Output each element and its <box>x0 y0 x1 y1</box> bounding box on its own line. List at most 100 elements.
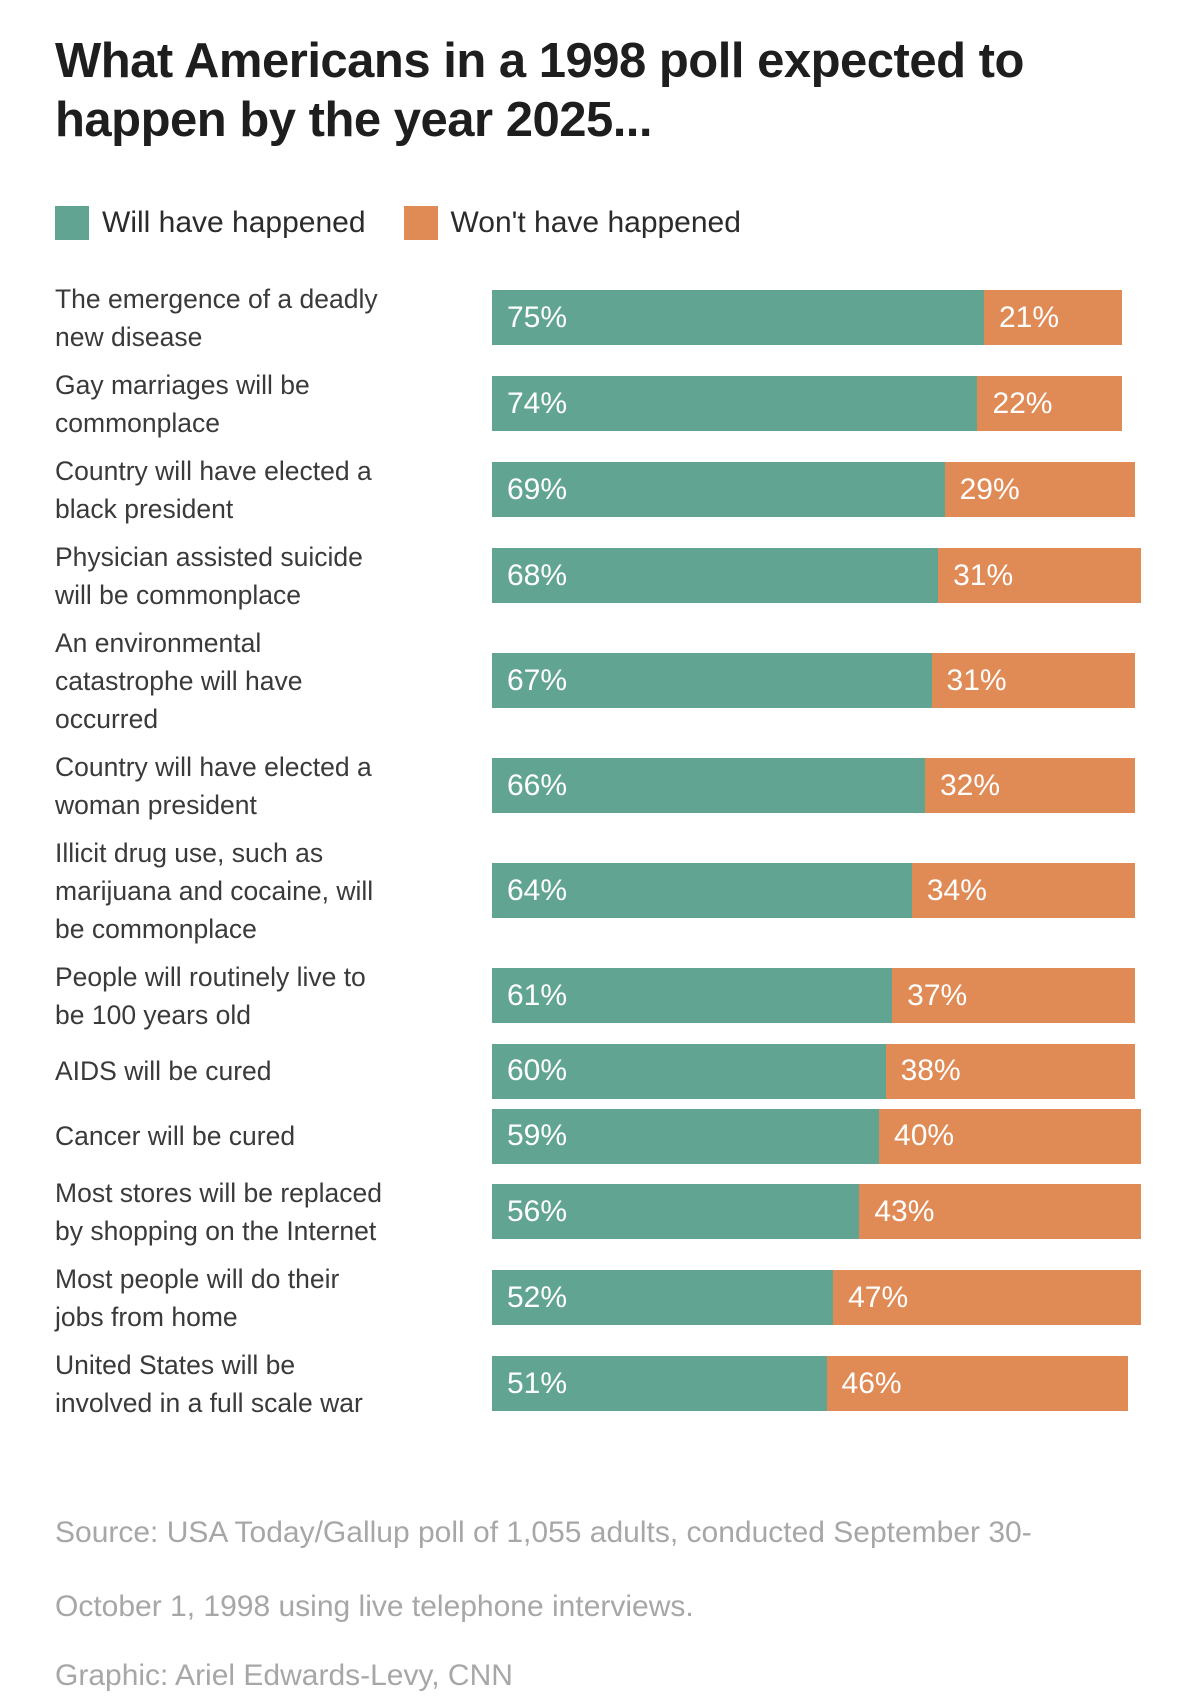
bar-value-label: 68% <box>507 558 568 592</box>
bar-value-label: 59% <box>507 1119 568 1153</box>
category-label: Most stores will be replaced by shopping… <box>55 1177 382 1246</box>
bar-value-label: 21% <box>999 300 1060 334</box>
chart-row: Country will have elected a black presid… <box>55 452 1148 528</box>
bar-segment-will: 68% <box>492 548 939 604</box>
bar-segment-wont: 22% <box>977 376 1122 432</box>
chart-row: Most stores will be replaced by shopping… <box>55 1174 1148 1250</box>
bar-value-label: 64% <box>507 873 568 907</box>
bar-value-label: 37% <box>907 978 968 1012</box>
bar-value-label: 32% <box>939 768 1000 802</box>
stacked-bar: 60% 38% <box>492 1043 1148 1099</box>
bar-segment-will: 61% <box>492 968 893 1024</box>
will-happen-swatch-icon <box>55 205 89 240</box>
bar-segment-will: 64% <box>492 863 912 919</box>
stacked-bar: 68% 31% <box>492 548 1148 604</box>
bar-segment-wont: 37% <box>892 968 1135 1024</box>
bar-segment-wont: 43% <box>859 1184 1142 1240</box>
stacked-bar: 59% 40% <box>492 1108 1148 1164</box>
bar-segment-will: 59% <box>492 1108 880 1164</box>
category-label: Physician assisted suicide will be commo… <box>55 541 363 610</box>
bar-segment-wont: 47% <box>833 1270 1142 1326</box>
bar-segment-will: 51% <box>492 1356 827 1412</box>
bar-value-label: 51% <box>507 1366 568 1400</box>
bar-segment-wont: 31% <box>938 548 1142 604</box>
category-label: United States will be involved in a full… <box>55 1349 363 1418</box>
bar-segment-wont: 32% <box>924 758 1135 814</box>
stacked-bar: 51% 46% <box>492 1356 1148 1412</box>
stacked-bar: 52% 47% <box>492 1270 1148 1326</box>
bar-value-label: 38% <box>900 1054 961 1088</box>
category-label: People will routinely live to be 100 yea… <box>55 961 366 1030</box>
chart-row: Country will have elected a woman presid… <box>55 748 1148 824</box>
bar-value-label: 52% <box>507 1280 568 1314</box>
bar-segment-will: 66% <box>492 758 925 814</box>
stacked-bar: 66% 32% <box>492 758 1148 814</box>
bar-value-label: 31% <box>946 663 1007 697</box>
bar-segment-wont: 21% <box>984 290 1122 346</box>
category-label: Cancer will be cured <box>55 1121 296 1152</box>
bar-segment-wont: 34% <box>911 863 1135 919</box>
bar-segment-will: 67% <box>492 653 932 709</box>
bar-segment-wont: 31% <box>931 653 1135 709</box>
bar-segment-wont: 40% <box>879 1108 1142 1164</box>
stacked-bar-chart: The emergence of a deadly new disease 75%… <box>55 280 1148 1422</box>
stacked-bar: 64% 34% <box>492 863 1148 919</box>
bar-value-label: 31% <box>953 558 1014 592</box>
stacked-bar: 75% 21% <box>492 290 1148 346</box>
chart-row: People will routinely live to be 100 yea… <box>55 958 1148 1034</box>
bar-value-label: 47% <box>848 1280 909 1314</box>
bar-value-label: 43% <box>874 1194 935 1228</box>
stacked-bar: 56% 43% <box>492 1184 1148 1240</box>
category-label: Country will have elected a black presid… <box>55 455 372 524</box>
bar-segment-will: 52% <box>492 1270 834 1326</box>
bar-segment-will: 60% <box>492 1043 886 1099</box>
bar-segment-will: 56% <box>492 1184 860 1240</box>
bar-value-label: 75% <box>507 300 568 334</box>
stacked-bar: 74% 22% <box>492 376 1148 432</box>
chart-row: Physician assisted suicide will be commo… <box>55 538 1148 614</box>
bar-segment-wont: 29% <box>944 462 1135 518</box>
page-title: What Americans in a 1998 poll expected t… <box>55 34 1024 147</box>
category-label: Most people will do their jobs from home <box>55 1263 340 1332</box>
chart-row: Cancer will be cured 59% 40% <box>55 1108 1148 1164</box>
category-label: Illicit drug use, such as marijuana and … <box>55 837 374 944</box>
legend-label-will: Will have happened <box>102 205 366 239</box>
bar-value-label: 56% <box>507 1194 568 1228</box>
footer: Source: USA Today/Gallup poll of 1,055 a… <box>55 1496 1120 1708</box>
legend-label-wont: Won't have happened <box>450 205 741 239</box>
bar-value-label: 67% <box>507 663 568 697</box>
bar-segment-wont: 46% <box>826 1356 1129 1412</box>
bar-value-label: 40% <box>894 1119 955 1153</box>
chart-row: AIDS will be cured 60% 38% <box>55 1043 1148 1099</box>
bar-value-label: 46% <box>841 1366 902 1400</box>
category-label: The emergence of a deadly new disease <box>55 283 378 352</box>
bar-segment-wont: 38% <box>885 1043 1135 1099</box>
bar-value-label: 34% <box>926 873 987 907</box>
chart-row: Illicit drug use, such as marijuana and … <box>55 834 1148 948</box>
chart-row: The emergence of a deadly new disease 75%… <box>55 280 1148 356</box>
bar-value-label: 60% <box>507 1054 568 1088</box>
bar-value-label: 66% <box>507 768 568 802</box>
bar-value-label: 29% <box>959 472 1020 506</box>
bar-value-label: 61% <box>507 978 568 1012</box>
chart-row: Most people will do their jobs from home… <box>55 1260 1148 1336</box>
category-label: Country will have elected a woman presid… <box>55 751 372 820</box>
chart-row: United States will be involved in a full… <box>55 1346 1148 1422</box>
wont-happen-swatch-icon <box>403 205 438 240</box>
category-label: Gay marriages will be commonplace <box>55 369 310 438</box>
graphic-credit: Graphic: Ariel Edwards-Levy, CNN <box>55 1658 513 1692</box>
stacked-bar: 61% 37% <box>492 968 1148 1024</box>
legend-item-wont: Won't have happened <box>403 205 741 240</box>
bar-segment-will: 69% <box>492 462 945 518</box>
bar-value-label: 22% <box>992 386 1053 420</box>
bar-segment-will: 74% <box>492 376 978 432</box>
bar-value-label: 74% <box>507 386 568 420</box>
bar-segment-will: 75% <box>492 290 984 346</box>
stacked-bar: 69% 29% <box>492 462 1148 518</box>
category-label: AIDS will be cured <box>55 1056 272 1087</box>
bar-value-label: 69% <box>507 472 568 506</box>
chart-row: An environmental catastrophe will have o… <box>55 624 1148 738</box>
chart-row: Gay marriages will be commonplace 74% 22% <box>55 366 1148 442</box>
legend-item-will: Will have happened <box>55 205 366 240</box>
source-note: Source: USA Today/Gallup poll of 1,055 a… <box>55 1515 1032 1623</box>
